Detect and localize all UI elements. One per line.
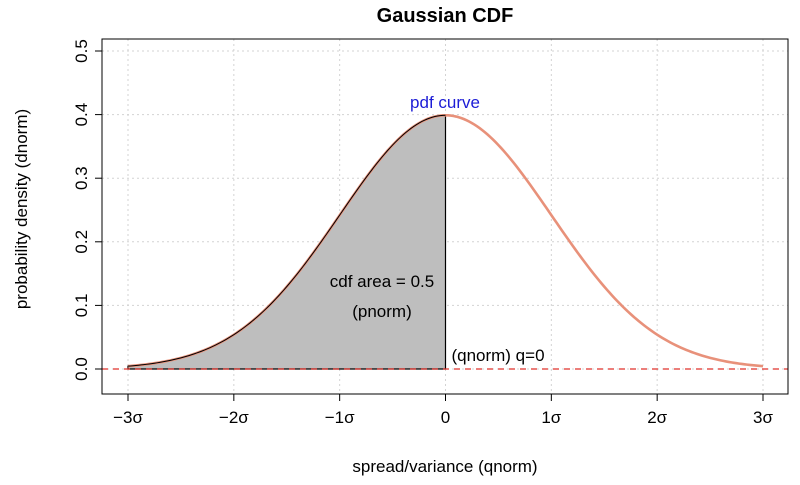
x-tick-label: −3σ: [113, 408, 143, 427]
pdf-curve: [127, 113, 764, 368]
y-tick-label: 0.0: [72, 357, 91, 381]
y-axis: 0.0 0.1 0.2 0.3 0.4 0.5: [72, 39, 102, 381]
x-tick-label: −1σ: [325, 408, 355, 427]
cdf-area-label: cdf area = 0.5: [330, 272, 434, 291]
y-tick-label: 0.2: [72, 230, 91, 254]
x-tick-label: 2σ: [647, 408, 667, 427]
qnorm-label: (qnorm) q=0: [451, 346, 544, 365]
x-axis-label: spread/variance (qnorm): [352, 457, 537, 476]
chart-title: Gaussian CDF: [377, 5, 514, 27]
y-tick-label: 0.1: [72, 294, 91, 318]
x-tick-label: 3σ: [753, 408, 773, 427]
y-tick-label: 0.4: [72, 103, 91, 127]
x-tick-label: 1σ: [541, 408, 561, 427]
pnorm-label: (pnorm): [352, 302, 412, 321]
y-tick-label: 0.3: [72, 166, 91, 190]
y-tick-label: 0.5: [72, 39, 91, 63]
x-tick-label: −2σ: [219, 408, 249, 427]
pdf-curve-label: pdf curve: [410, 93, 480, 112]
x-axis: −3σ −2σ −1σ 0 1σ 2σ 3σ: [113, 394, 773, 427]
cdf-area: [127, 114, 447, 370]
cdf-shaded-region: [127, 114, 447, 370]
y-axis-label: probability density (dnorm): [12, 109, 31, 309]
x-tick-label: 0: [441, 408, 450, 427]
cdf-area-outline: [127, 114, 446, 367]
